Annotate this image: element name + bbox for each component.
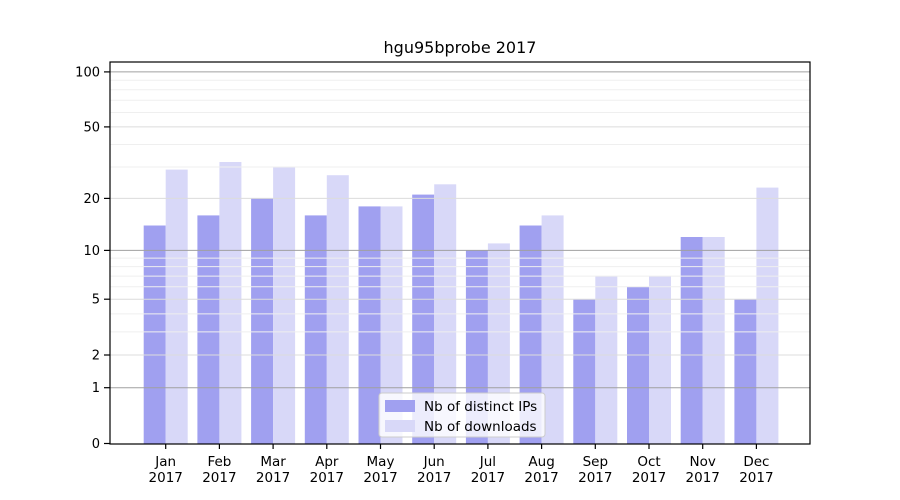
x-tick-label-year-apr: 2017: [310, 470, 344, 486]
y-tick-label-0: 0: [92, 437, 100, 452]
x-tick-label-year-mar: 2017: [256, 470, 290, 486]
legend-box: [378, 392, 546, 438]
bar-distinct-ips-jun: [412, 194, 435, 444]
x-tick-label-year-jan: 2017: [149, 470, 183, 486]
x-tick-label-month-apr: Apr: [315, 454, 339, 470]
bar-downloads-dec: [756, 187, 779, 444]
gridlines: [110, 71, 810, 389]
bar-distinct-ips-jan: [143, 225, 166, 444]
x-tick-label-month-jul: Jul: [479, 454, 496, 470]
legend-swatch-downloads: [385, 420, 415, 432]
bar-distinct-ips-sep: [573, 299, 596, 444]
x-tick-label-month-jan: Jan: [154, 454, 176, 470]
bar-downloads-nov: [702, 237, 725, 444]
y-tick-label-1: 1: [92, 381, 100, 396]
x-tick-label-year-dec: 2017: [739, 470, 773, 486]
bar-downloads-may: [380, 206, 403, 444]
plot-border: [109, 61, 811, 445]
legend-label-downloads: Nb of downloads: [424, 419, 537, 435]
bar-distinct-ips-may: [358, 206, 381, 444]
x-tick-label-month-feb: Feb: [207, 454, 231, 470]
bar-distinct-ips-feb: [197, 215, 220, 444]
y-tick-label-20: 20: [83, 192, 100, 207]
chart-title: hgu95bprobe 2017: [384, 38, 537, 57]
y-axis: 0 1 2 5 10 20 50 100: [75, 65, 110, 452]
bar-distinct-ips-oct: [627, 286, 649, 444]
bar-distinct-ips-mar: [251, 198, 274, 444]
bar-distinct-ips-apr: [304, 215, 327, 444]
bar-downloads-sep: [595, 276, 618, 444]
x-tick-label-year-oct: 2017: [632, 470, 666, 486]
x-tick-label-year-may: 2017: [363, 470, 397, 486]
x-tick-label-month-aug: Aug: [528, 454, 554, 470]
bar-downloads-mar: [273, 167, 296, 444]
x-tick-label-month-dec: Dec: [743, 454, 769, 470]
y-tick-label-100: 100: [75, 65, 100, 80]
y-tick-label-50: 50: [83, 120, 100, 135]
y-tick-label-10: 10: [83, 244, 100, 259]
plot-area: 0125102050100Jan2017Feb2017Mar2017Apr201…: [75, 61, 811, 486]
x-tick-label-month-nov: Nov: [690, 454, 716, 470]
legend: Nb of distinct IPs Nb of downloads: [378, 392, 546, 438]
x-tick-label-year-nov: 2017: [686, 470, 720, 486]
x-tick-label-month-oct: Oct: [637, 454, 660, 470]
x-tick-label-year-jun: 2017: [417, 470, 451, 486]
legend-swatch-distinct-ips: [385, 400, 415, 412]
x-tick-label-month-jun: Jun: [423, 454, 445, 470]
x-tick-label-year-aug: 2017: [524, 470, 558, 486]
y-tick-label-2: 2: [92, 349, 100, 364]
bar-downloads-jan: [165, 169, 188, 444]
x-tick-label-month-may: May: [367, 454, 395, 470]
bar-distinct-ips-dec: [734, 299, 757, 444]
bar-distinct-ips-aug: [519, 225, 542, 444]
bar-distinct-ips-nov: [680, 237, 703, 444]
bar-downloads-oct: [649, 276, 671, 444]
bar-downloads-apr: [326, 175, 349, 444]
x-tick-label-month-mar: Mar: [260, 454, 286, 470]
y-tick-label-5: 5: [92, 293, 100, 308]
x-tick-label-month-sep: Sep: [583, 454, 608, 470]
x-tick-label-year-sep: 2017: [578, 470, 612, 486]
x-axis: Jan2017Feb2017Mar2017Apr2017May2017Jun20…: [149, 444, 774, 486]
x-tick-label-year-jul: 2017: [471, 470, 505, 486]
x-tick-label-year-feb: 2017: [202, 470, 236, 486]
bar-downloads-aug: [541, 215, 564, 444]
bar-downloads-feb: [219, 162, 242, 444]
legend-label-distinct-ips: Nb of distinct IPs: [424, 399, 537, 415]
